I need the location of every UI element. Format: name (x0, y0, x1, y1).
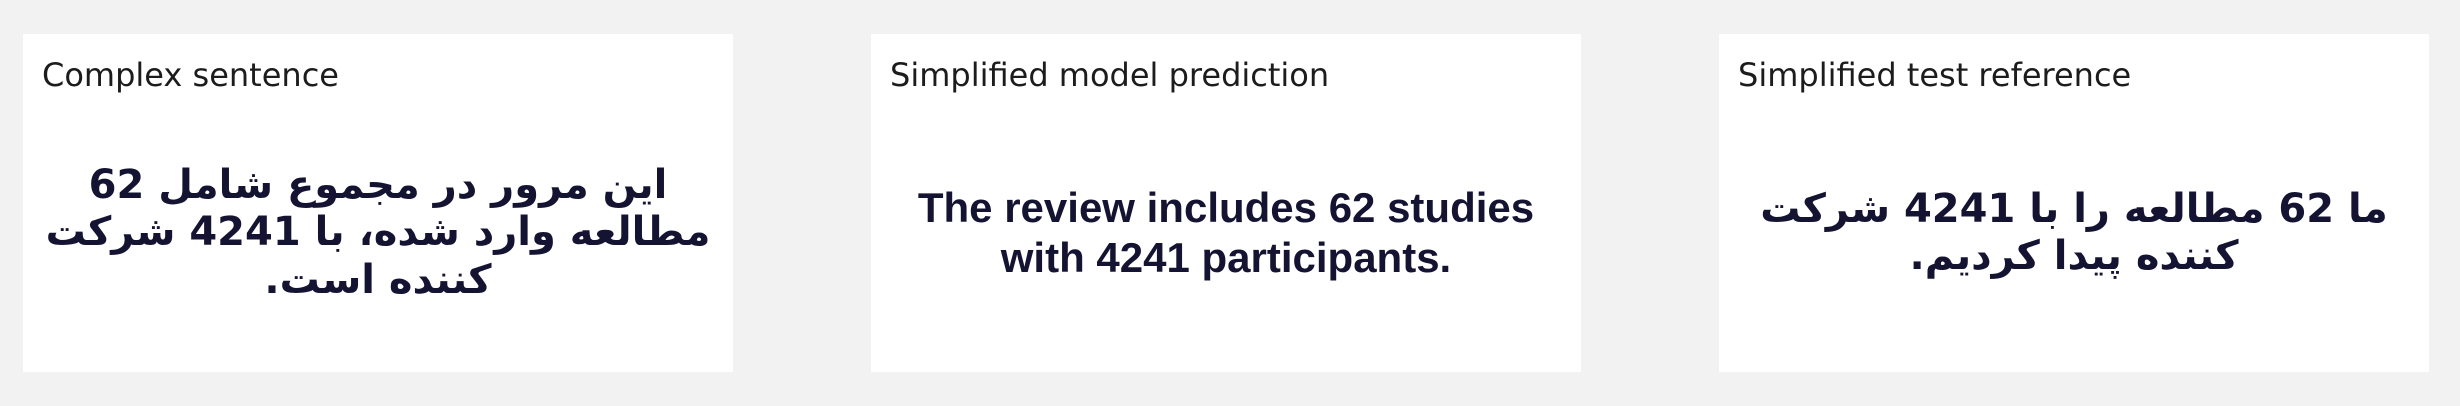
test-reference-panel: Simplified test reference ما 62 مطالعه ر… (1719, 34, 2429, 372)
complex-sentence-text: این مرور در مجموع شامل 62 مطالعه وارد شد… (45, 162, 711, 303)
test-reference-text-container: ما 62 مطالعه را با 4241 شرکت کننده پیدا … (1733, 94, 2415, 372)
test-reference-label: Simplified test reference (1738, 56, 2132, 94)
complex-sentence-text-container: این مرور در مجموع شامل 62 مطالعه وارد شد… (37, 94, 719, 372)
model-prediction-label: Simplified model prediction (890, 56, 1330, 94)
model-prediction-text-container: The review includes 62 studies with 4241… (885, 94, 1567, 372)
test-reference-text: ما 62 مطالعه را با 4241 شرکت کننده پیدا … (1760, 185, 2388, 279)
complex-sentence-panel: Complex sentence این مرور در مجموع شامل … (23, 34, 733, 372)
model-prediction-text: The review includes 62 studies with 4241… (917, 184, 1535, 281)
complex-sentence-label: Complex sentence (42, 56, 339, 94)
model-prediction-panel: Simplified model prediction The review i… (871, 34, 1581, 372)
